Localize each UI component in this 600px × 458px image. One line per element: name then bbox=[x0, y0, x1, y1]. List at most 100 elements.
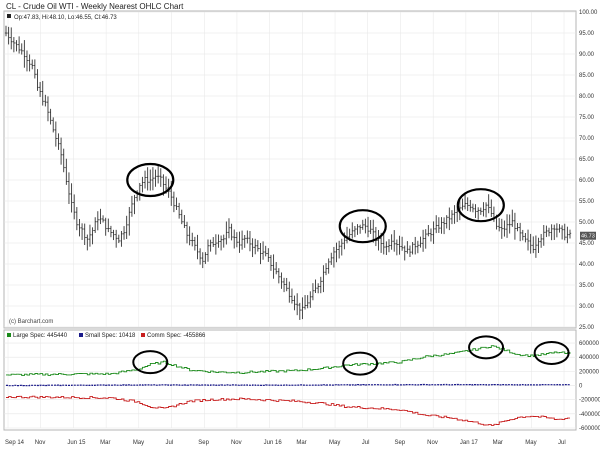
x-tick-label: Jul bbox=[166, 440, 174, 446]
ohlc-bar bbox=[432, 221, 435, 244]
ohlc-bar bbox=[555, 223, 559, 238]
ohlc-bar bbox=[516, 223, 519, 232]
ohlc-bar bbox=[46, 96, 50, 122]
ohlc-bar bbox=[130, 195, 134, 217]
ohlc-bar bbox=[75, 207, 79, 231]
ohlc-bar bbox=[201, 252, 204, 269]
ohlc-bar bbox=[542, 225, 545, 246]
x-tick-label: May bbox=[133, 440, 144, 446]
ohlc-bar bbox=[112, 229, 115, 241]
ohlc-bar bbox=[301, 297, 304, 320]
ohlc-bar bbox=[332, 246, 336, 268]
ohlc-bar bbox=[471, 203, 475, 213]
ohlc-bar bbox=[398, 235, 401, 255]
price-y-tick-label: 35.00 bbox=[579, 283, 595, 289]
ohlc-bar bbox=[133, 194, 136, 215]
price-y-tick-label: 50.00 bbox=[579, 220, 595, 226]
ohlc-bar bbox=[288, 281, 291, 303]
ohlc-bar bbox=[314, 279, 317, 293]
legend-swatch-large-spec bbox=[7, 333, 11, 337]
ohlc-bar bbox=[369, 220, 372, 235]
ohlc-bar bbox=[406, 241, 409, 254]
ohlc-bar bbox=[303, 295, 307, 310]
x-tick-label: Jul bbox=[362, 440, 370, 446]
ohlc-bar bbox=[25, 50, 29, 72]
ohlc-bar bbox=[503, 220, 506, 237]
ohlc-bar bbox=[560, 225, 564, 240]
ohlc-bar bbox=[448, 207, 451, 231]
cot-y-tick-label: 0 bbox=[579, 384, 583, 390]
ohlc-bar bbox=[295, 293, 299, 316]
price-panel-frame bbox=[3, 10, 577, 329]
ohlc-bar bbox=[466, 197, 469, 211]
ohlc-bar bbox=[65, 158, 68, 185]
ohlc-bar bbox=[490, 199, 493, 218]
ohlc-bar bbox=[532, 236, 535, 254]
ohlc-bar bbox=[364, 218, 367, 234]
price-y-tick-label: 60.00 bbox=[579, 178, 595, 184]
ohlc-bar bbox=[206, 239, 210, 262]
ohlc-bar bbox=[264, 245, 267, 257]
ohlc-bar bbox=[508, 214, 511, 234]
cot-series-line bbox=[6, 383, 571, 387]
ohlc-bar bbox=[479, 207, 483, 215]
ohlc-bar bbox=[209, 239, 212, 252]
highlight-circle bbox=[456, 188, 505, 223]
ohlc-bar bbox=[476, 207, 480, 220]
chart-title: CL - Crude Oil WTI - Weekly Nearest OHLC… bbox=[6, 2, 184, 11]
price-y-tick-label: 80.00 bbox=[579, 94, 595, 100]
x-tick-label: Nov bbox=[427, 440, 438, 446]
price-y-tick-label: 55.00 bbox=[579, 199, 595, 205]
ohlc-bar bbox=[156, 165, 160, 184]
ohlc-bar bbox=[390, 234, 393, 250]
cot-legend: Large Spec: 445440 Small Spec: 10418 Com… bbox=[7, 333, 206, 339]
ohlc-bar bbox=[17, 36, 21, 54]
ohlc-bar bbox=[319, 276, 322, 294]
cot-series-line bbox=[6, 345, 571, 377]
price-y-tick-label: 95.00 bbox=[579, 31, 595, 37]
ohlc-bar bbox=[403, 245, 406, 261]
ohlc-bar bbox=[416, 240, 420, 254]
ohlc-bar bbox=[80, 223, 84, 240]
last-price-badge: 46.73 bbox=[580, 231, 596, 240]
ohlc-bar bbox=[427, 225, 430, 237]
legend-small-spec: Small Spec: 10418 bbox=[85, 333, 136, 339]
ohlc-marker bbox=[7, 14, 11, 18]
cot-y-tick-label: 400000 bbox=[579, 355, 600, 361]
x-tick-label: Mar bbox=[493, 440, 503, 446]
ohlc-bar bbox=[293, 295, 296, 311]
x-tick-label: Mar bbox=[100, 440, 110, 446]
price-y-axis: 100.00 95.00 90.00 85.00 80.00 75.00 70.00 65.0… bbox=[579, 10, 598, 331]
ohlc-bar bbox=[505, 214, 509, 238]
cot-y-axis: 600000 400000 200000 0 -200000 -400000 -600000 bbox=[579, 341, 600, 432]
x-tick-label: Jul bbox=[558, 440, 566, 446]
ohlc-bar bbox=[120, 230, 123, 247]
ohlc-bar bbox=[358, 224, 362, 234]
ohlc-bar bbox=[529, 233, 532, 254]
ohlc-bar bbox=[78, 219, 81, 237]
ohlc-bar bbox=[521, 229, 524, 241]
ohlc-bar bbox=[104, 217, 107, 236]
ohlc-bar bbox=[267, 248, 270, 262]
price-y-tick-label: 90.00 bbox=[579, 52, 595, 58]
ohlc-bar bbox=[240, 230, 244, 250]
ohlc-bar bbox=[204, 252, 207, 264]
ohlc-bar bbox=[214, 234, 218, 255]
ohlc-bar bbox=[547, 227, 551, 237]
ohlc-bar bbox=[553, 224, 556, 240]
ohlc-bar bbox=[86, 234, 89, 251]
ohlc-bar bbox=[327, 258, 330, 274]
ohlc-bar bbox=[484, 202, 488, 218]
ohlc-bar bbox=[248, 230, 252, 252]
ohlc-bar bbox=[445, 215, 448, 229]
ohlc-bar bbox=[73, 194, 76, 220]
ohlc-bar bbox=[10, 27, 13, 50]
ohlc-bar bbox=[198, 248, 202, 265]
ohlc-bar bbox=[96, 211, 100, 231]
ohlc-bar bbox=[91, 227, 94, 245]
ohlc-bar bbox=[193, 236, 197, 251]
ohlc-bar bbox=[222, 234, 225, 248]
ohlc-bar bbox=[122, 226, 126, 240]
ohlc-bar bbox=[149, 169, 152, 191]
price-y-tick-label: 85.00 bbox=[579, 73, 595, 79]
